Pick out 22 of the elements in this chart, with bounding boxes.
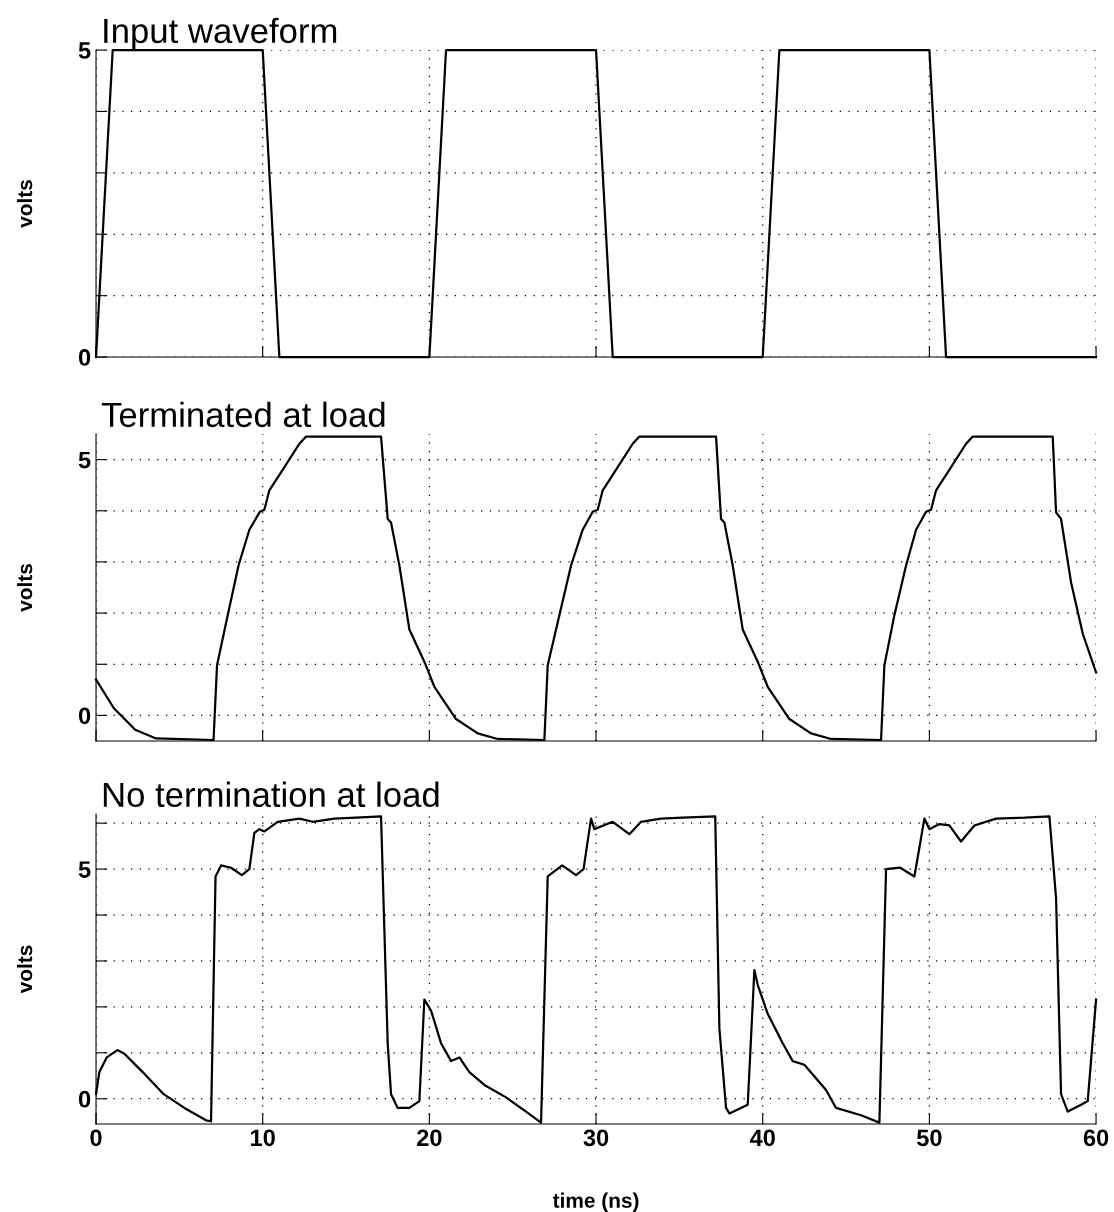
x-axis-title: time (ns) — [552, 1192, 639, 1212]
y-tick-label: 0 — [78, 707, 91, 725]
x-tick-label: 20 — [417, 1129, 442, 1147]
y-tick-label: 0 — [78, 1090, 91, 1108]
line-series — [94, 435, 1098, 742]
x-tick-label: 30 — [583, 1129, 609, 1147]
y-tick-label: 5 — [78, 42, 91, 59]
y-axis-title: volts — [16, 180, 33, 228]
y-axis-title: volts — [16, 564, 33, 612]
y-axis-title: volts — [16, 945, 33, 994]
y-tick-label: 5 — [78, 451, 91, 469]
y-tick-label: 0 — [78, 349, 91, 366]
x-tick-label: 0 — [90, 1129, 102, 1147]
y-tick-label: 5 — [78, 861, 91, 878]
chart-title: Terminated at load — [101, 401, 385, 428]
x-tick-label: 10 — [251, 1129, 275, 1147]
x-tick-label: 60 — [1083, 1129, 1109, 1147]
chart-title: No termination at load — [103, 781, 439, 808]
x-tick-label: 40 — [749, 1129, 775, 1147]
x-tick-label: 50 — [916, 1129, 942, 1147]
line-series — [94, 815, 1098, 1124]
chart-title: Input waveform — [104, 17, 337, 51]
